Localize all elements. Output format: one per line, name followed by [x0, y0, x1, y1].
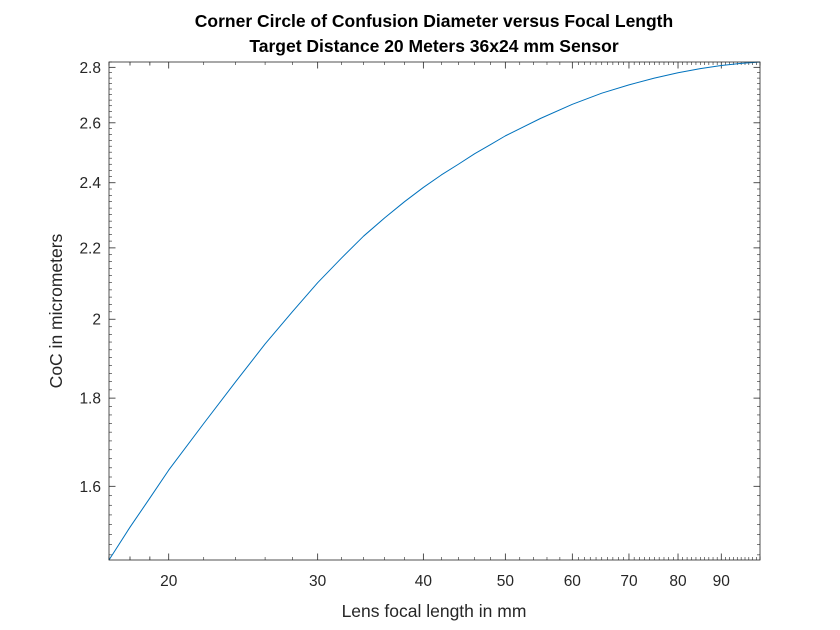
x-tick-label: 80	[669, 573, 687, 590]
y-tick-label: 2.4	[79, 175, 101, 192]
x-tick-labels: 20 30 40 50 60 70 80 90	[160, 573, 730, 590]
chart-title: Corner Circle of Confusion Diameter vers…	[195, 11, 673, 31]
x-tick-label: 40	[415, 573, 433, 590]
x-minor-ticks	[108, 62, 761, 560]
y-axis-label: CoC in micrometers	[46, 233, 66, 388]
y-major-ticks	[109, 66, 760, 487]
y-tick-label: 2.2	[79, 240, 101, 257]
y-tick-label: 2	[92, 312, 101, 329]
x-axis-label: Lens focal length in mm	[342, 601, 527, 621]
series-layer	[108, 61, 761, 561]
y-tick-label: 2.8	[79, 60, 101, 77]
chart-subtitle: Target Distance 20 Meters 36x24 mm Senso…	[249, 36, 618, 56]
x-tick-label: 90	[713, 573, 731, 590]
series-line	[108, 61, 761, 561]
y-tick-label: 1.6	[79, 479, 101, 496]
y-tick-label: 1.8	[79, 391, 101, 408]
plot-frame	[108, 61, 761, 561]
x-tick-label: 60	[564, 573, 582, 590]
x-tick-label: 70	[620, 573, 638, 590]
x-major-ticks	[168, 62, 722, 560]
plot-area	[109, 62, 760, 560]
y-tick-labels: 1.6 1.8 2 2.2 2.4 2.6 2.8	[79, 60, 101, 496]
x-tick-label: 50	[497, 573, 515, 590]
x-tick-label: 30	[309, 573, 327, 590]
y-tick-label: 2.6	[79, 115, 101, 132]
x-tick-label: 20	[160, 573, 178, 590]
y-minor-ticks	[109, 61, 760, 556]
